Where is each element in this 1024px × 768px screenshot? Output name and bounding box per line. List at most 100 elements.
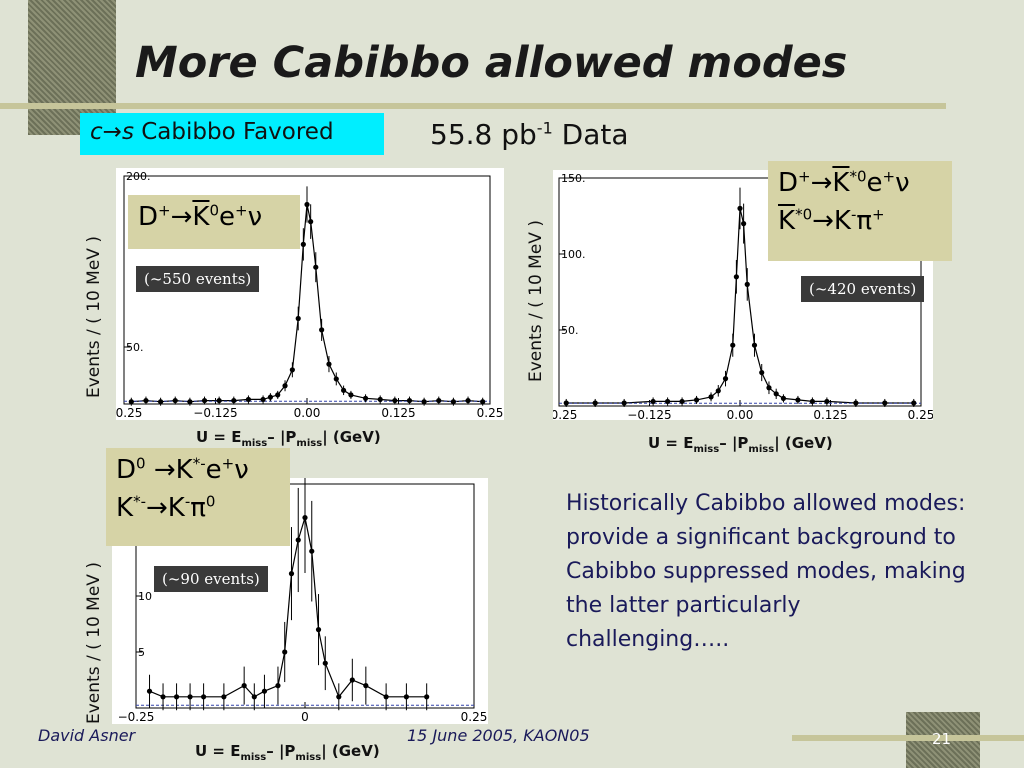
p2-arrow2: → — [812, 205, 834, 236]
data-point — [773, 391, 779, 397]
data-point — [304, 201, 310, 208]
data-point — [759, 369, 765, 376]
data-point — [424, 694, 430, 700]
data-point — [172, 397, 178, 404]
title-underline — [0, 103, 946, 109]
data-point — [333, 376, 339, 382]
cabibbo-favored-tag: c→s Cabibbo Favored — [80, 113, 384, 155]
p3-k: K — [175, 455, 193, 485]
tag-text: Cabibbo Favored — [133, 119, 334, 145]
footer-author: David Asner — [38, 726, 136, 745]
plot-2-ylabel: Events / ( 10 MeV ) — [526, 220, 546, 382]
plot-3-xlabel-mid: – |P — [266, 742, 296, 760]
data-point — [251, 694, 257, 700]
data-point — [143, 397, 149, 404]
p3-line1: D0 →K*-e+ν — [116, 452, 280, 490]
lumi-value: 55.8 pb — [430, 118, 537, 151]
data-point — [733, 274, 739, 280]
data-point — [450, 399, 456, 405]
p1-ksup: 0 — [209, 201, 220, 220]
data-point — [737, 205, 743, 211]
x-tick-label: −0.125 — [627, 408, 671, 420]
plot-1-events-badge: (~550 events) — [136, 266, 260, 292]
p3-esup: + — [221, 454, 235, 473]
x-tick-label: −0.25 — [553, 408, 577, 420]
data-point — [621, 400, 627, 406]
plot-2-xlabel-post: | (GeV) — [774, 434, 833, 452]
data-point — [289, 367, 295, 373]
data-point — [241, 683, 247, 689]
p3-d: D — [116, 455, 137, 485]
plot-3-xlabel: U = Emiss– |Pmiss| (GeV) — [195, 742, 380, 763]
p3-arrow: → — [145, 455, 176, 485]
footer-date: 15 June 2005, KAON05 — [407, 726, 590, 745]
data-point — [275, 683, 281, 689]
data-point — [403, 694, 409, 700]
data-point — [201, 397, 208, 404]
y-tick-label: 50. — [561, 324, 579, 337]
p3-ksup: *- — [192, 454, 206, 473]
p2-k: K — [832, 168, 850, 198]
p3-pi: π — [190, 492, 206, 523]
data-point — [715, 388, 721, 394]
data-point — [295, 315, 301, 322]
data-point — [295, 537, 301, 543]
p1-k: K — [192, 202, 210, 232]
data-point — [693, 397, 700, 403]
data-point — [309, 548, 315, 554]
x-tick-label: 0 — [301, 710, 309, 724]
y-tick-label: 100. — [561, 248, 586, 261]
p2-k2: K — [833, 205, 851, 236]
footer-page-number: 21 — [932, 730, 952, 748]
p2-k2sup: - — [850, 205, 857, 224]
data-point — [911, 400, 917, 406]
data-point — [766, 385, 772, 391]
p2-dsup: + — [798, 167, 811, 186]
plot-1-ylabel: Events / ( 10 MeV ) — [84, 236, 104, 398]
p2-k1: K — [778, 205, 796, 236]
data-point — [267, 394, 273, 400]
p2-d: D — [778, 168, 799, 198]
data-point — [341, 387, 347, 393]
p2-pi: π — [856, 205, 873, 236]
data-point — [824, 398, 830, 405]
x-tick-label: 0.25 — [477, 406, 504, 420]
p1-e: e — [219, 202, 236, 232]
tag-c: c — [90, 119, 103, 145]
data-point — [302, 515, 308, 521]
data-point — [480, 399, 486, 405]
p3-k1sup: *- — [133, 492, 146, 511]
y-tick-label: 150. — [561, 172, 586, 185]
data-point — [313, 264, 319, 270]
plot-3-xlabel-pre: U = E — [195, 742, 241, 760]
data-point — [650, 398, 656, 405]
plot-1-xlabel-mid: – |P — [267, 428, 297, 446]
p1-d: D — [138, 202, 159, 232]
data-point — [308, 219, 314, 225]
data-point — [363, 683, 369, 689]
plot-1-svg: −0.25 −0.125 0.00 0.125 0.25 200. 50. — [116, 170, 504, 420]
plot-2-events-badge: (~420 events) — [801, 276, 925, 302]
x-tick-label: 0.00 — [727, 408, 754, 420]
p3-k1: K — [116, 492, 134, 523]
p2-line1: D+→K*0e+ν — [778, 165, 942, 203]
data-point — [315, 627, 322, 633]
data-point — [282, 383, 288, 389]
corner-texture-block — [28, 0, 116, 135]
data-point — [679, 398, 685, 405]
data-point — [730, 342, 736, 348]
data-point — [751, 342, 758, 348]
plot-2-xlabel-sub2: miss — [748, 444, 775, 455]
data-point — [158, 399, 164, 405]
p3-e: e — [205, 455, 222, 485]
luminosity-label: 55.8 pb-1 Data — [430, 118, 629, 151]
p2-ksup: *0 — [849, 167, 867, 186]
data-point — [128, 399, 134, 405]
data-point — [326, 361, 332, 367]
plot-3-events-badge: (~90 events) — [154, 566, 268, 592]
data-point — [465, 397, 471, 404]
data-point — [201, 694, 207, 700]
plot-3-ylabel: Events / ( 10 MeV ) — [84, 562, 104, 724]
